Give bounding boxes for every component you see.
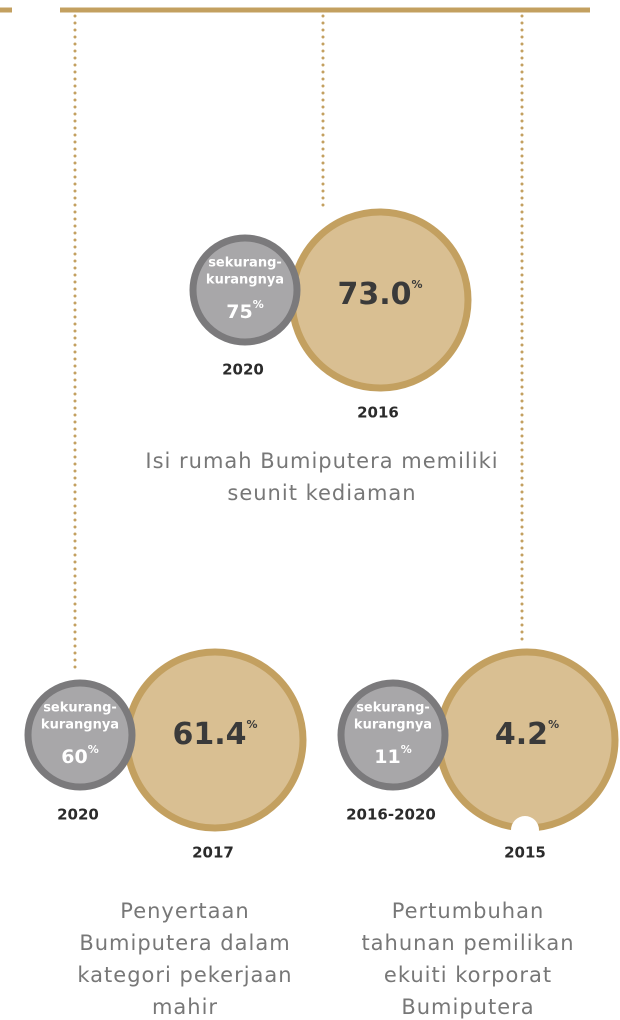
caption: Isi rumah Bumiputera memiliki [145,449,498,473]
value: 61.4 [172,717,246,752]
unit: % [548,718,559,731]
caption: mahir [152,995,218,1019]
notch [511,816,539,844]
big-year: 2017 [192,844,234,862]
value: 60 [61,746,87,768]
small-label: sekurang- [356,701,430,716]
small-value: 60% [61,743,98,768]
unit: % [247,718,258,731]
big-year: 2015 [504,844,546,862]
small-value: 75% [226,298,263,323]
small-year: 2020 [222,361,264,379]
caption: ekuiti korporat [384,963,552,987]
big-year: 2016 [357,404,399,422]
small-year: 2020 [57,806,99,824]
small-label: kurangnya [354,718,432,733]
caption: kategori pekerjaan [77,963,292,987]
caption: Penyertaan [120,899,249,923]
small-label: sekurang- [208,256,282,271]
caption: tahunan pemilikan [361,931,574,955]
big-value: 73.0% [337,277,422,312]
big-value: 4.2% [495,717,559,752]
caption: seunit kediaman [227,481,416,505]
small-value: 11% [374,743,411,768]
value: 75 [226,301,252,323]
caption: Bumiputera dalam [79,931,290,955]
small-circle [189,234,301,346]
caption: Pertumbuhan [392,899,545,923]
small-year: 2016-2020 [346,806,436,824]
unit: % [88,743,99,756]
unit: % [412,278,423,291]
unit: % [253,298,264,311]
small-label: kurangnya [206,273,284,288]
small-circle [24,679,136,791]
unit: % [401,743,412,756]
value: 4.2 [495,717,548,752]
caption: Bumiputera [401,995,534,1019]
value: 11 [374,746,400,768]
value: 73.0 [337,277,411,312]
small-circle [337,679,449,791]
big-value: 61.4% [172,717,257,752]
small-label: sekurang- [43,701,117,716]
small-label: kurangnya [41,718,119,733]
